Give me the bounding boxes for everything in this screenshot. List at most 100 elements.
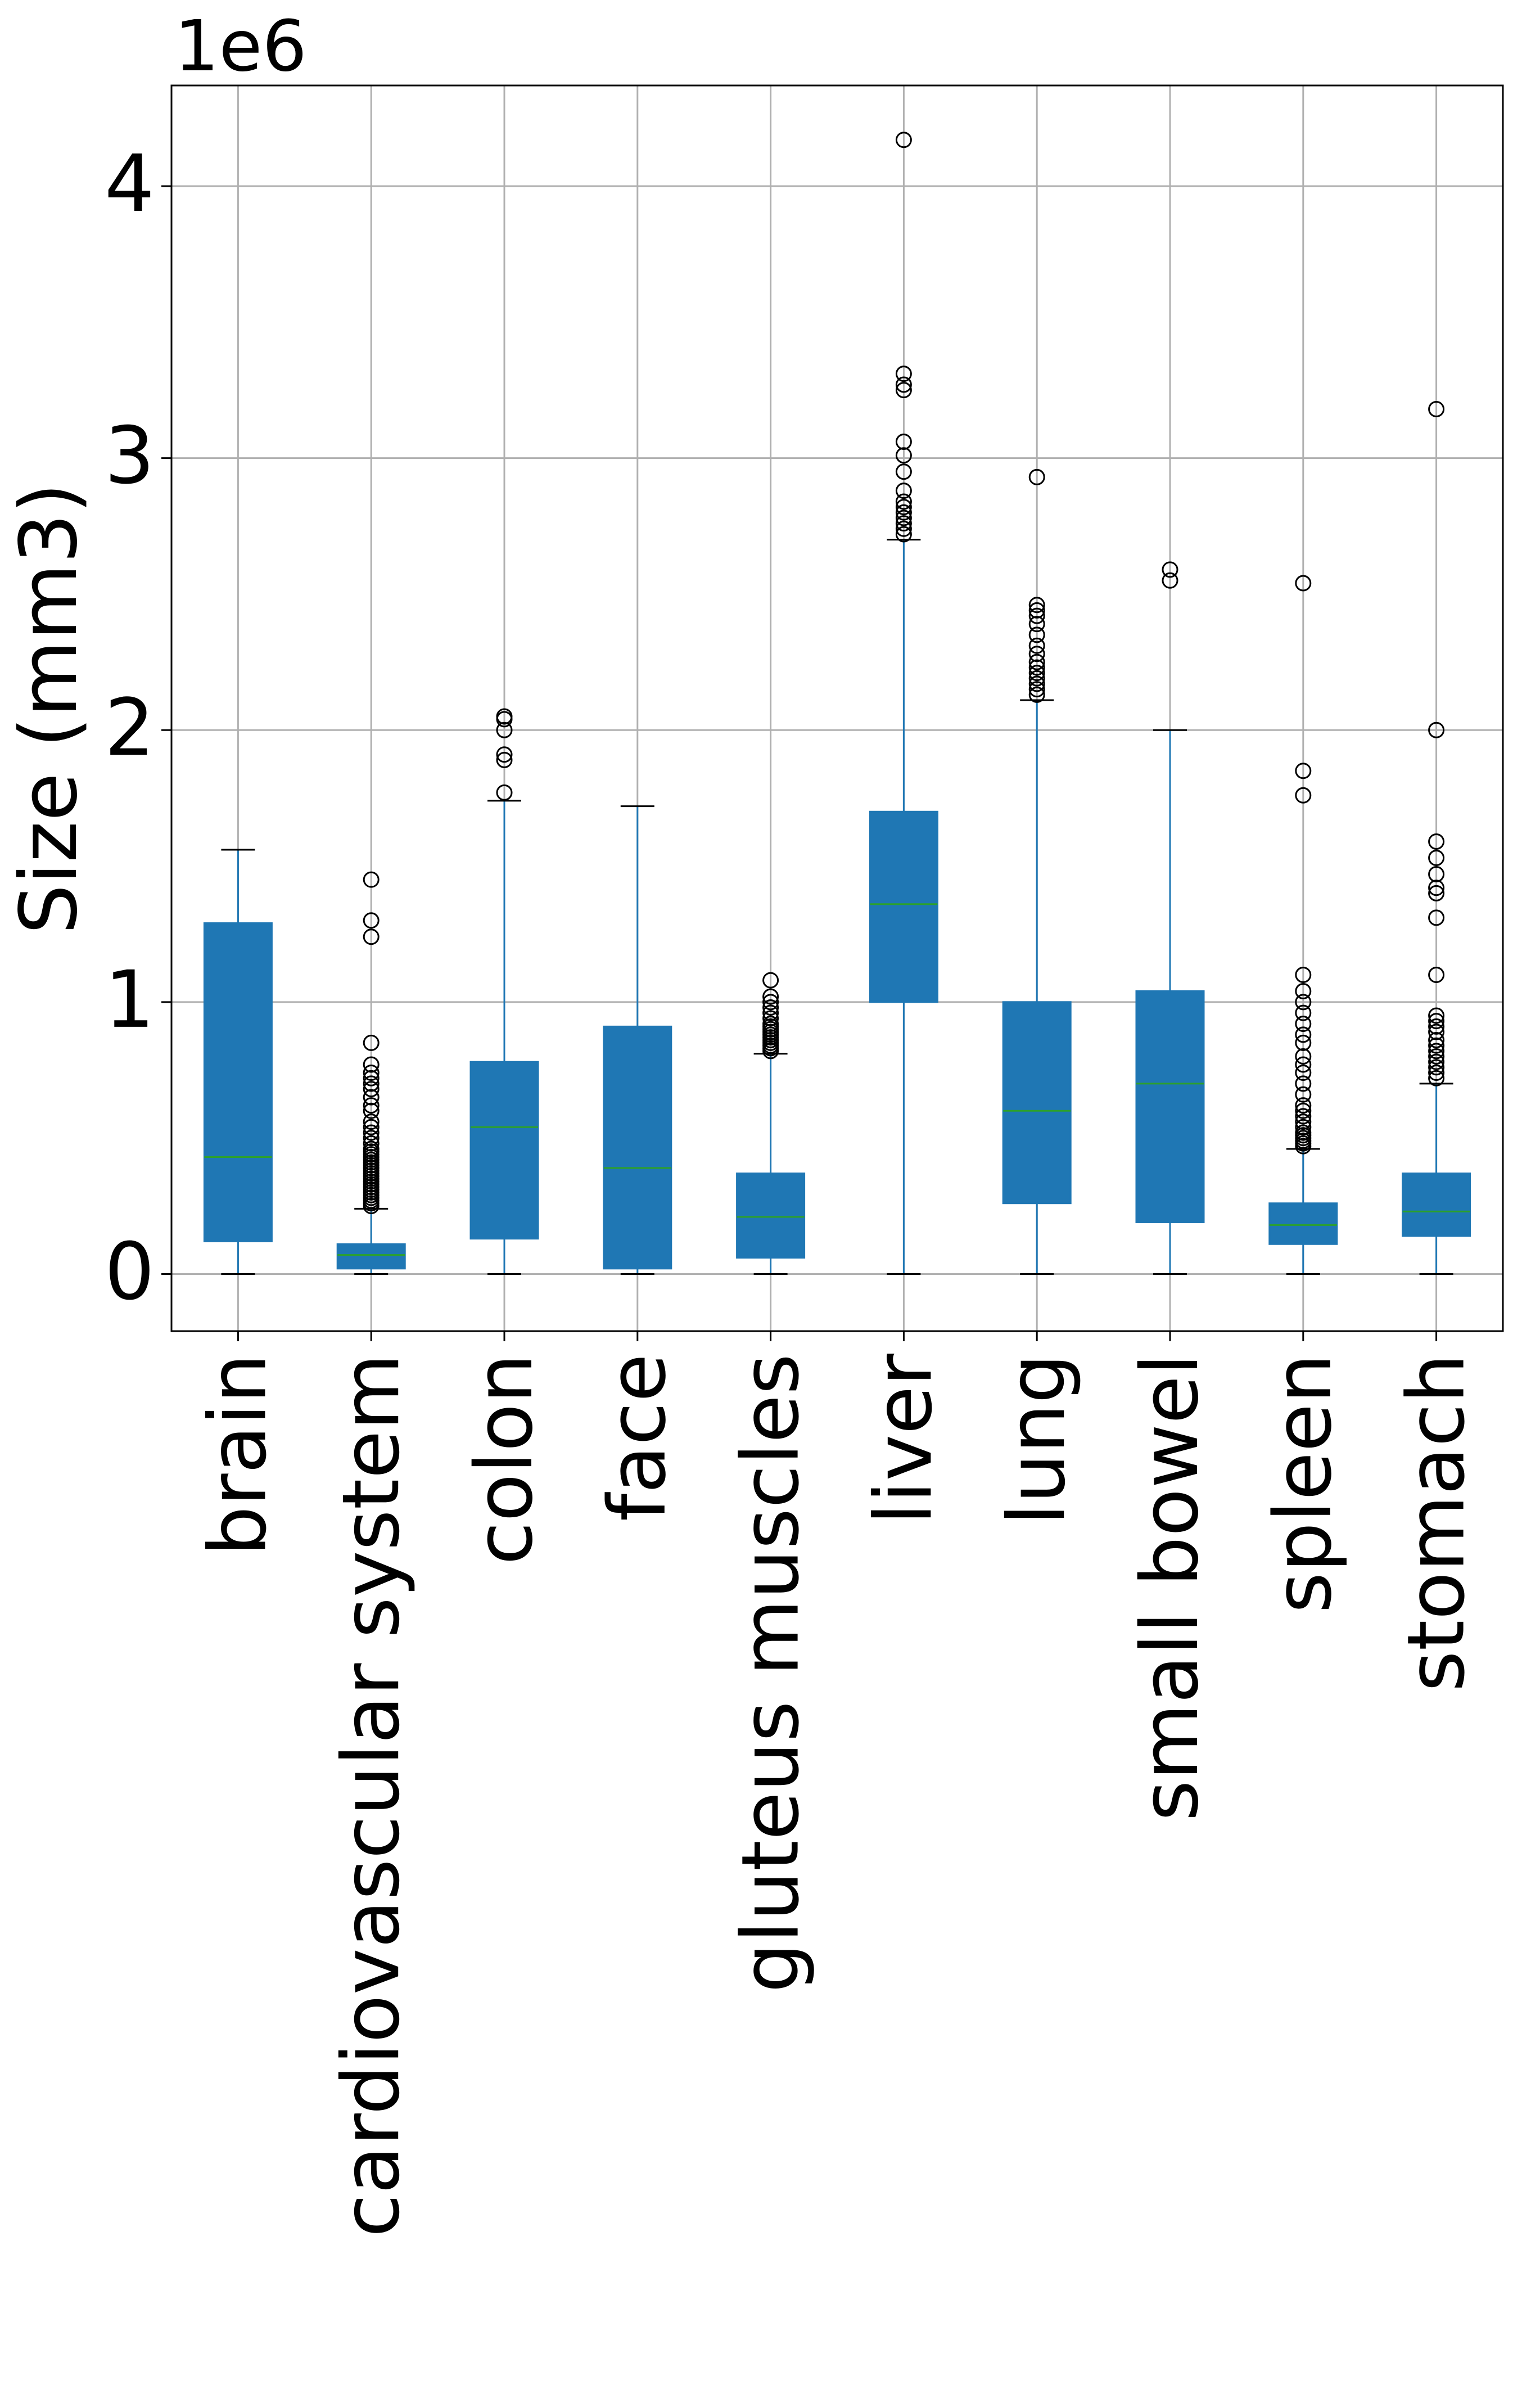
outlier-point-stomach — [1428, 401, 1445, 418]
outlier-point-spleen — [1295, 787, 1312, 804]
outlier-point-spleen — [1295, 1004, 1312, 1021]
outlier-point-spleen — [1295, 763, 1312, 779]
box-layer — [203, 132, 1471, 1275]
outlier-point-lung — [1028, 665, 1045, 682]
outlier-point-lung — [1028, 653, 1045, 670]
outlier-point-stomach — [1428, 1070, 1445, 1086]
axes-frame — [170, 84, 1504, 1332]
outlier-point-liver — [895, 493, 912, 510]
outlier-point-stomach — [1428, 880, 1445, 896]
outlier-point-lung — [1028, 637, 1045, 654]
outlier-point-liver — [895, 510, 912, 526]
outlier-point-liver — [895, 526, 912, 543]
outlier-point-stomach — [1428, 1065, 1445, 1081]
outlier-point-lung — [1028, 607, 1045, 624]
box-stomach — [1402, 1172, 1471, 1237]
outlier-point-spleen — [1295, 1016, 1312, 1033]
outlier-point-stomach — [1428, 722, 1445, 738]
outlier-point-spleen — [1295, 1026, 1312, 1043]
x-tick-label-colon: colon — [459, 1354, 550, 1565]
outlier-point-liver — [895, 434, 912, 450]
outlier-point-cardiovascular-system — [363, 1075, 380, 1092]
outlier-point-stomach — [1428, 1007, 1445, 1024]
outlier-point-colon — [496, 751, 513, 768]
box-liver — [869, 810, 938, 1003]
outlier-point-spleen — [1295, 1124, 1312, 1141]
outlier-point-spleen — [1295, 1119, 1312, 1135]
y-tick-label: 0 — [105, 1226, 155, 1318]
tick-layer: 0 1 2 3 4 brain cardiovascular system colon face… — [105, 138, 1483, 2238]
outlier-point-spleen — [1295, 1056, 1312, 1073]
outlier-point-colon — [496, 722, 513, 738]
outlier-point-stomach — [1428, 885, 1445, 901]
y-tick-label: 2 — [105, 682, 155, 774]
box-cardiovascular-system — [336, 1243, 406, 1270]
outlier-point-lung — [1028, 626, 1045, 643]
box-colon — [469, 1061, 539, 1240]
outlier-point-liver — [895, 515, 912, 532]
outlier-point-gluteus-muscles — [762, 1004, 779, 1021]
outlier-point-gluteus-muscles — [762, 1010, 779, 1027]
outlier-point-cardiovascular-system — [363, 928, 380, 945]
outlier-point-liver — [895, 376, 912, 393]
y-tick-label: 3 — [105, 411, 155, 502]
outlier-point-spleen — [1295, 1048, 1312, 1065]
outlier-point-cardiovascular-system — [363, 1113, 380, 1130]
outlier-point-liver — [895, 382, 912, 399]
outlier-point-colon — [496, 784, 513, 801]
outlier-point-stomach — [1428, 866, 1445, 883]
outlier-point-spleen — [1295, 1102, 1312, 1119]
outlier-point-cardiovascular-system — [363, 1065, 380, 1081]
outlier-point-gluteus-muscles — [762, 972, 779, 989]
outlier-point-spleen — [1295, 966, 1312, 983]
outlier-point-spleen — [1295, 1113, 1312, 1130]
x-tick-label-gluteus-muscles: gluteus muscles — [725, 1354, 817, 1993]
outlier-point-spleen — [1295, 1034, 1312, 1051]
outlier-point-lung — [1028, 468, 1045, 485]
outlier-point-cardiovascular-system — [363, 1102, 380, 1119]
outlier-point-stomach — [1428, 833, 1445, 850]
y-tick-label: 1 — [105, 954, 155, 1046]
x-tick-label-lung: lung — [991, 1354, 1083, 1525]
x-tick-label-spleen: spleen — [1258, 1354, 1349, 1613]
outlier-point-cardiovascular-system — [363, 1097, 380, 1114]
outlier-point-stomach — [1428, 849, 1445, 866]
outlier-point-liver — [895, 504, 912, 521]
outlier-point-lung — [1028, 616, 1045, 633]
x-tick-label-small-bowel: small bowel — [1124, 1354, 1216, 1821]
outlier-point-lung — [1028, 602, 1045, 619]
outlier-point-cardiovascular-system — [363, 1089, 380, 1106]
outlier-point-cardiovascular-system — [363, 1056, 380, 1073]
x-tick-label-brain: brain — [192, 1354, 284, 1556]
box-brain — [203, 922, 273, 1242]
outlier-point-gluteus-muscles — [762, 1016, 779, 1033]
outlier-point-stomach — [1428, 1013, 1445, 1030]
outlier-point-liver — [895, 366, 912, 382]
outlier-point-spleen — [1295, 1086, 1312, 1103]
outlier-point-liver — [895, 483, 912, 499]
outlier-point-liver — [895, 463, 912, 480]
outlier-point-cardiovascular-system — [363, 1081, 380, 1098]
x-tick-label-cardiovascular-system: cardiovascular system — [326, 1354, 417, 2237]
box-lung — [1002, 1001, 1072, 1205]
outlier-point-liver — [895, 520, 912, 537]
outlier-point-cardiovascular-system — [363, 1070, 380, 1086]
outlier-point-cardiovascular-system — [363, 1119, 380, 1135]
outlier-point-cardiovascular-system — [363, 1140, 380, 1157]
x-tick-label-face: face — [592, 1354, 684, 1521]
outlier-point-liver — [895, 447, 912, 464]
outlier-point-lung — [1028, 681, 1045, 698]
outlier-point-stomach — [1428, 1059, 1445, 1076]
outlier-point-gluteus-muscles — [762, 994, 779, 1011]
outlier-point-spleen — [1295, 982, 1312, 999]
outlier-point-lung — [1028, 675, 1045, 692]
outlier-point-gluteus-muscles — [762, 999, 779, 1016]
box-face — [603, 1025, 672, 1270]
outlier-point-lung — [1028, 646, 1045, 662]
outlier-point-stomach — [1428, 966, 1445, 983]
y-tick-label: 4 — [105, 138, 155, 230]
outlier-point-colon — [496, 746, 513, 763]
outlier-point-spleen — [1295, 1108, 1312, 1125]
outlier-point-cardiovascular-system — [363, 871, 380, 888]
